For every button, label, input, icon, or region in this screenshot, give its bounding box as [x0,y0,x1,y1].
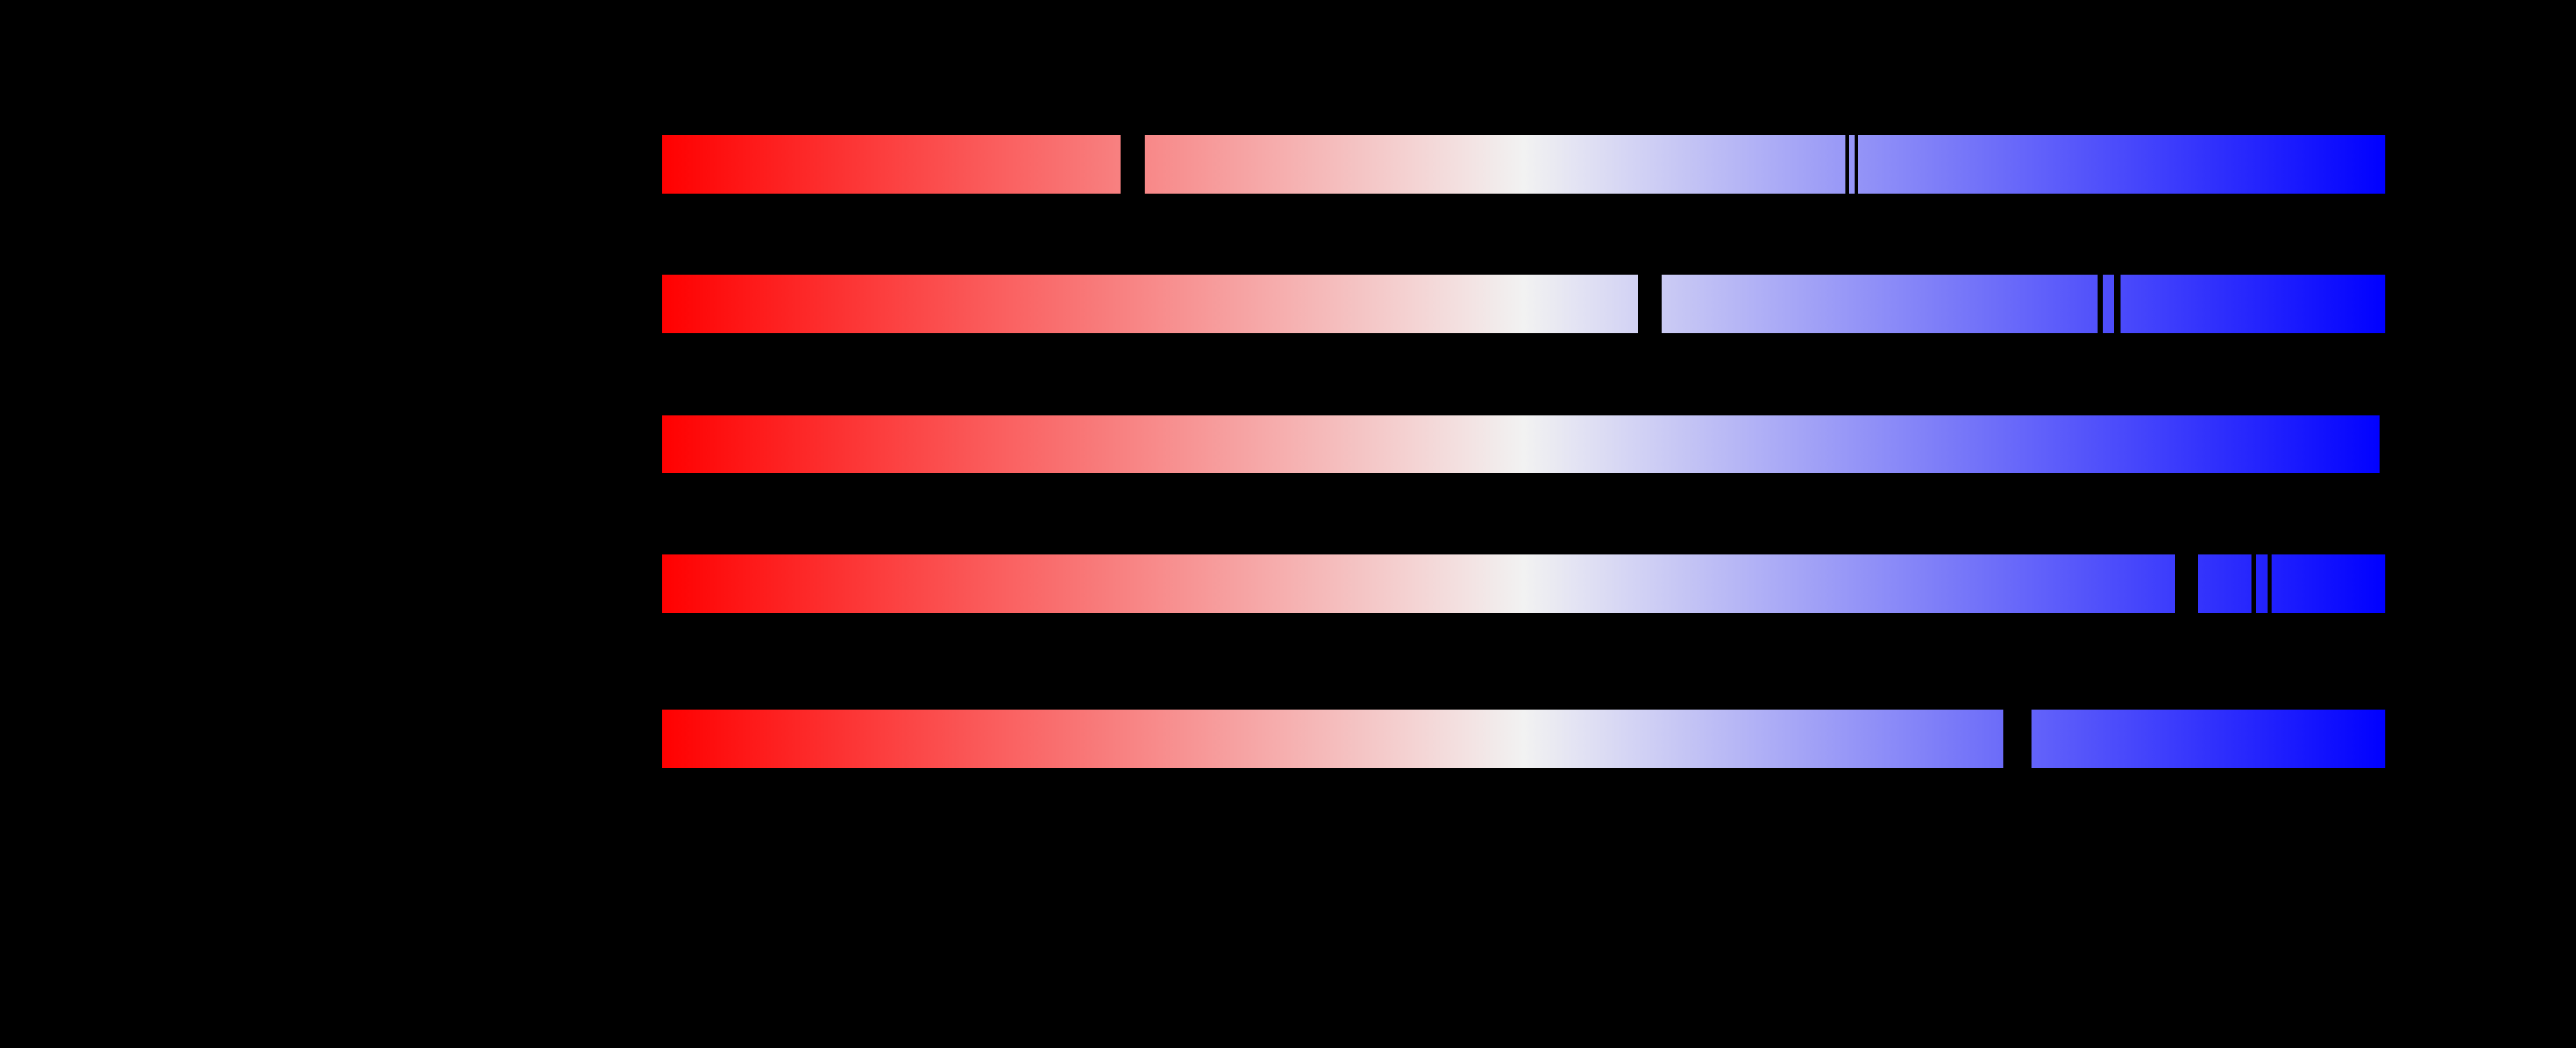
gradient-segment[interactable] [2272,554,2385,613]
gradient-segment[interactable] [2103,275,2114,333]
gradient-segment[interactable] [2121,275,2385,333]
gradient-track-row [0,275,2576,333]
gradient-segment[interactable] [662,415,2380,473]
gradient-segment[interactable] [662,710,2003,768]
gradient-segment[interactable] [662,275,1638,333]
gradient-track-row [0,135,2576,194]
gradient-segment[interactable] [2198,554,2251,613]
gradient-segment[interactable] [662,135,1121,194]
gradient-segment[interactable] [1858,135,2385,194]
gradient-segment[interactable] [1662,275,2098,333]
gradient-segment[interactable] [2032,710,2385,768]
gradient-segment[interactable] [1849,135,1855,194]
gradient-segment[interactable] [1145,135,1845,194]
gradient-segment[interactable] [662,554,2175,613]
gradient-track-row [0,710,2576,768]
gradient-track-row [0,415,2576,473]
gradient-segment[interactable] [2256,554,2268,613]
gradient-track-row [0,554,2576,613]
